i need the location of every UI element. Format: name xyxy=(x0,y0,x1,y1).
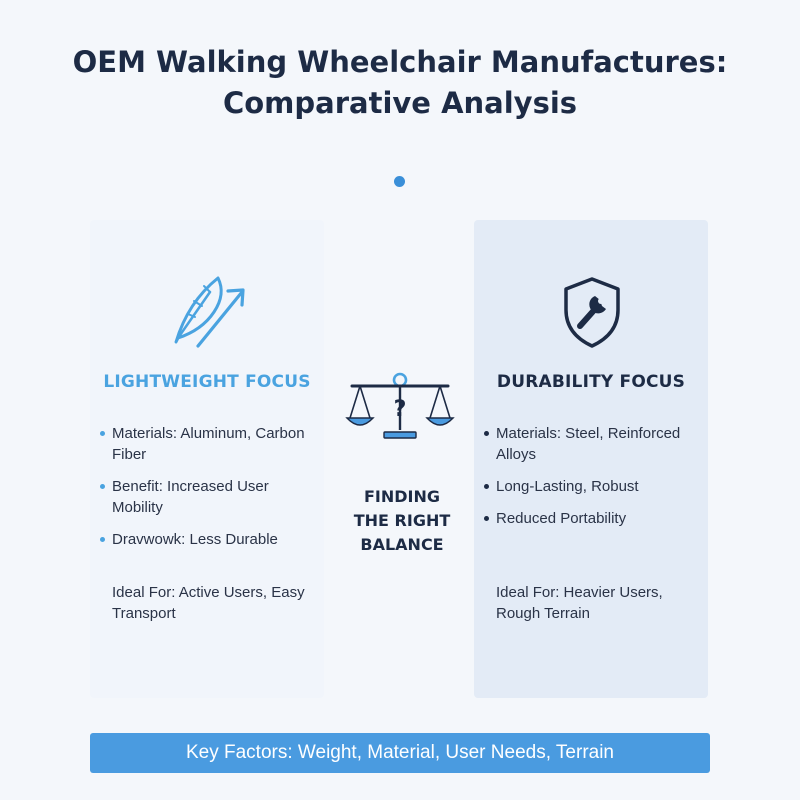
feather-arrow-icon xyxy=(174,276,245,348)
svg-text:?: ? xyxy=(394,397,407,422)
list-item: Dravwowk: Less Durable xyxy=(99,529,320,550)
durability-panel: DURABILITY FOCUS Materials: Steel, Reinf… xyxy=(474,220,708,698)
lightweight-ideal-for: Ideal For: Active Users, Easy Transport xyxy=(112,584,305,622)
shield-wrench-icon xyxy=(564,277,620,348)
center-text-line-2: THE RIGHT xyxy=(353,511,451,530)
page-title: OEM Walking Wheelchair Manufactures: Com… xyxy=(0,42,800,124)
durability-bullet-list: Materials: Steel, Reinforced Alloys Long… xyxy=(483,423,704,540)
lightweight-bullet-list: Materials: Aluminum, Carbon Fiber Benefi… xyxy=(99,423,320,561)
title-line-1: OEM Walking Wheelchair Manufactures: xyxy=(72,45,728,79)
divider-dot xyxy=(394,176,405,187)
list-item: Benefit: Increased User Mobility xyxy=(99,476,320,518)
list-item: Long-Lasting, Robust xyxy=(483,476,704,497)
durability-ideal-for: Ideal For: Heavier Users, Rough Terrain xyxy=(496,584,663,622)
list-item: Reduced Portability xyxy=(483,508,704,529)
list-item: Materials: Aluminum, Carbon Fiber xyxy=(99,423,320,465)
list-item: Materials: Steel, Reinforced Alloys xyxy=(483,423,704,465)
key-factors-banner: Key Factors: Weight, Material, User Need… xyxy=(90,733,710,773)
center-balance-text: FINDING THE RIGHT BALANCE xyxy=(342,485,462,557)
title-line-2: Comparative Analysis xyxy=(222,86,578,120)
center-text-line-1: FINDING xyxy=(363,487,441,506)
lightweight-title: LIGHTWEIGHT FOCUS xyxy=(103,372,311,392)
lightweight-panel: LIGHTWEIGHT FOCUS Materials: Aluminum, C… xyxy=(90,220,324,698)
center-text-line-3: BALANCE xyxy=(360,535,444,554)
balance-scale-question-icon: ? xyxy=(345,372,455,439)
durability-title: DURABILITY FOCUS xyxy=(496,372,686,392)
